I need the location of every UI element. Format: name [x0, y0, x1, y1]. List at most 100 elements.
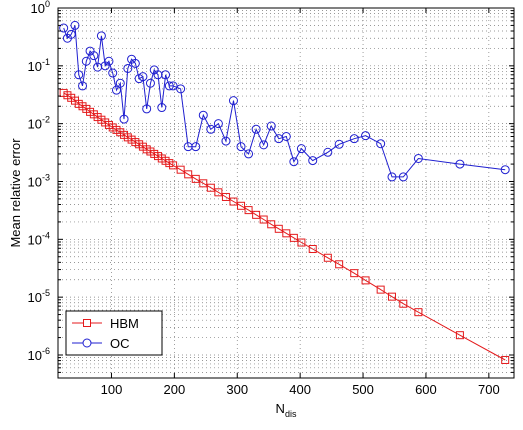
- hbm-point: [184, 170, 193, 179]
- oc-point: [387, 172, 397, 182]
- y-tick-label-base: 10: [28, 117, 42, 132]
- oc-point: [228, 96, 238, 106]
- x-tick-label: 400: [289, 382, 311, 397]
- oc-point: [296, 144, 306, 154]
- hbm-point: [206, 183, 215, 192]
- y-tick-label-exponent: -4: [42, 230, 50, 240]
- oc-point: [176, 84, 186, 94]
- y-tick-label-base: 10: [31, 1, 45, 16]
- oc-point: [191, 142, 201, 152]
- hbm-point: [350, 269, 359, 278]
- oc-point: [164, 81, 174, 91]
- oc-point: [206, 124, 216, 134]
- y-tick-label: 10-4: [28, 230, 50, 247]
- oc-point: [81, 56, 91, 66]
- x-tick-label: 200: [164, 382, 186, 397]
- hbm-point: [199, 179, 208, 188]
- hbm-point: [237, 201, 246, 210]
- oc-point: [323, 147, 333, 157]
- hbm-point: [297, 238, 306, 247]
- y-tick-label: 10-6: [28, 346, 50, 363]
- oc-point: [281, 131, 291, 141]
- series-layer: [59, 20, 510, 364]
- oc-point: [96, 31, 106, 41]
- oc-point: [376, 139, 386, 149]
- hbm-point: [361, 276, 370, 285]
- hbm-point: [455, 331, 464, 340]
- x-axis-label: Ndis: [276, 401, 297, 419]
- oc-point: [349, 134, 359, 144]
- oc-point: [266, 121, 276, 131]
- x-tick-label: 600: [415, 382, 437, 397]
- legend-items: HBM OC: [72, 316, 139, 351]
- oc-point: [111, 85, 121, 95]
- x-axis-label-subscript: dis: [285, 409, 297, 419]
- x-tick-label: 300: [226, 382, 248, 397]
- hbm-point: [267, 220, 276, 229]
- oc-series-line: [63, 25, 506, 178]
- hbm-point: [289, 233, 298, 242]
- hbm-point: [282, 229, 291, 238]
- oc-point: [168, 81, 178, 91]
- hbm-point: [169, 161, 178, 170]
- oc-point: [104, 56, 114, 66]
- hbm-point: [414, 308, 423, 317]
- oc-point: [66, 29, 76, 39]
- oc-point: [89, 51, 99, 61]
- legend-label-oc: OC: [110, 336, 130, 351]
- hbm-point: [335, 260, 344, 269]
- plot-frame: [57, 7, 515, 379]
- oc-point: [413, 153, 423, 163]
- oc-point: [145, 78, 155, 88]
- oc-point: [500, 165, 510, 175]
- y-tick-label-exponent: -1: [42, 57, 50, 67]
- y-tick-label-base: 10: [28, 174, 42, 189]
- oc-point: [455, 159, 465, 169]
- oc-point: [236, 142, 246, 152]
- y-tick-label-exponent: -6: [42, 346, 50, 356]
- y-axis-label: Mean relative error: [8, 138, 23, 248]
- hbm-point: [376, 285, 385, 294]
- oc-point: [74, 70, 84, 80]
- oc-point: [259, 140, 269, 150]
- oc-point: [161, 70, 171, 80]
- oc-point: [70, 20, 80, 30]
- hbm-point: [176, 165, 185, 174]
- x-tick-label: 700: [478, 382, 500, 397]
- oc-point: [142, 104, 152, 114]
- hbm-point: [191, 174, 200, 183]
- oc-point: [308, 156, 318, 166]
- oc-point: [59, 23, 69, 33]
- hbm-point: [308, 245, 317, 254]
- oc-point: [289, 157, 299, 167]
- y-tick-label: 10-3: [28, 172, 50, 189]
- oc-point: [123, 63, 133, 73]
- legend: HBM OC: [65, 310, 163, 356]
- y-tick-label-exponent: -5: [42, 288, 50, 298]
- hbm-point: [323, 253, 332, 262]
- tick-labels: 100 200 300 400 500 600 70010-610-510-410-310-…: [28, 0, 500, 397]
- oc-point: [198, 110, 208, 120]
- hbm-point: [399, 299, 408, 308]
- hbm-point: [221, 192, 230, 201]
- legend-box: [65, 310, 163, 356]
- y-tick-label: 10-5: [28, 288, 50, 305]
- hbm-point: [259, 215, 268, 224]
- x-tick-label: 100: [101, 382, 123, 397]
- y-tick-label-exponent: -2: [42, 115, 50, 125]
- oc-point: [361, 131, 371, 141]
- y-tick-label-base: 10: [28, 348, 42, 363]
- y-tick-label: 100: [31, 0, 50, 16]
- y-tick-label-exponent: -3: [42, 172, 50, 182]
- oc-point: [78, 81, 88, 91]
- hbm-point: [387, 292, 396, 301]
- oc-point: [119, 114, 129, 124]
- oc-point: [138, 72, 148, 82]
- y-tick-label: 10-1: [28, 57, 50, 74]
- hbm-point: [214, 188, 223, 197]
- oc-point: [213, 119, 223, 129]
- oc-point: [251, 124, 261, 134]
- y-tick-label-exponent: 0: [45, 0, 50, 9]
